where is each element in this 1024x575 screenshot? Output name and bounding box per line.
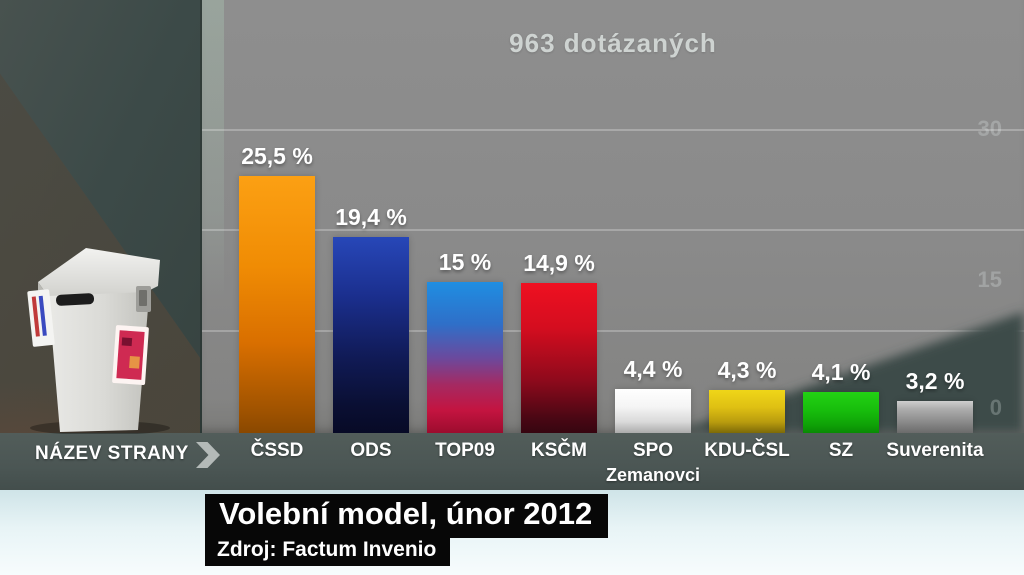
chart-bar-top09: [427, 282, 503, 433]
ballot-box-body: [48, 284, 150, 432]
bar-value-label: 14,9 %: [523, 250, 595, 276]
bar-value-label: 4,4 %: [623, 356, 683, 382]
chart-bar-ks-m: [521, 283, 597, 433]
y-axis-tick-label: 15: [977, 266, 1002, 292]
lower-third: Volební model, únor 2012 Zdroj: Factum I…: [0, 490, 1024, 575]
ballot-box-sticker-detail2: [129, 355, 140, 369]
chart-title: 963 dotázaných: [509, 28, 717, 58]
y-axis-tick-label: 30: [977, 115, 1002, 141]
chart-bar-sz: [803, 392, 879, 433]
ballot-box-image: [27, 248, 170, 434]
ballot-box-lid: [38, 248, 160, 296]
ballot-box-side-label-stripe-red: [31, 296, 40, 337]
party-label: SZ: [828, 440, 854, 461]
chart-bar--ssd: [239, 176, 315, 433]
source-credit: Zdroj: Factum Invenio: [205, 536, 451, 566]
headline: Volební model, únor 2012: [205, 494, 609, 538]
bar-value-label: 19,4 %: [335, 204, 407, 230]
chart-bar-ods: [333, 237, 409, 433]
panel-edge-highlight: [202, 0, 224, 300]
party-label: ODS: [350, 440, 392, 461]
ballot-box-latch-detail: [139, 290, 147, 306]
chart-bar-kdu-sl: [709, 390, 785, 433]
party-label: Suverenita: [886, 440, 984, 461]
gridline-20: [202, 229, 1024, 232]
chart-panel: 963 dotázaných 30 15 0 25,5 % 19,4 % 15 % 14,9…: [202, 0, 1024, 433]
bar-value-label: 4,1 %: [811, 359, 871, 385]
bar-value-label: 25,5 %: [241, 143, 313, 169]
bar-value-label: 4,3 %: [717, 357, 777, 383]
ballot-box-handle: [56, 293, 95, 306]
bar-value-label: 3,2 %: [905, 368, 965, 394]
party-label: KSČM: [531, 440, 587, 461]
party-label: ČSSD: [250, 440, 304, 461]
chart-bar-spo: [615, 389, 691, 433]
bar-value-label: 15 %: [438, 249, 492, 275]
ballot-box-sticker-detail: [121, 337, 133, 347]
gridline-10: [202, 330, 1024, 333]
y-axis-tick-label: 0: [989, 395, 1002, 420]
category-band: NÁZEV STRANY ČSSD ODS TOP09 KSČM SPO Zemanovc…: [0, 433, 1024, 490]
ballot-box-side-label-stripe-blue: [38, 295, 47, 336]
party-label: SPO: [632, 440, 674, 461]
ballot-box-sticker-art: [116, 330, 145, 380]
chart-bar-suverenita: [897, 401, 973, 433]
party-sublabel: Zemanovci: [605, 465, 701, 485]
x-axis-title: NÁZEV STRANY: [35, 443, 189, 464]
gridline-30: [202, 128, 1024, 131]
party-label: KDU-ČSL: [704, 440, 790, 461]
party-label: TOP09: [435, 440, 495, 461]
